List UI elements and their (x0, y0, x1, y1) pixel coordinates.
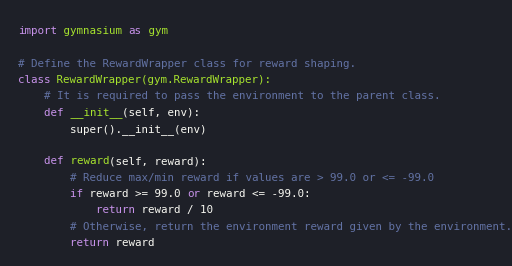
Text: class: class (18, 75, 51, 85)
Text: # Define the RewardWrapper class for reward shaping.: # Define the RewardWrapper class for rew… (18, 59, 356, 69)
Text: return: return (18, 238, 109, 248)
Text: import: import (18, 26, 57, 36)
Text: reward / 10: reward / 10 (135, 205, 213, 215)
Text: # It is required to pass the environment to the parent class.: # It is required to pass the environment… (18, 91, 440, 101)
Text: (self, env):: (self, env): (122, 107, 200, 118)
Text: (self, reward):: (self, reward): (109, 156, 206, 167)
Text: __init__: __init__ (63, 107, 122, 118)
Text: reward >= 99.0: reward >= 99.0 (83, 189, 187, 199)
Text: if: if (18, 189, 83, 199)
Text: gym: gym (141, 26, 167, 36)
Text: RewardWrapper(gym.RewardWrapper):: RewardWrapper(gym.RewardWrapper): (51, 75, 271, 85)
Text: super().__init__(env): super().__init__(env) (18, 124, 206, 135)
Text: gymnasium: gymnasium (57, 26, 129, 36)
Text: # Reduce max/min reward if values are > 99.0 or <= -99.0: # Reduce max/min reward if values are > … (18, 173, 434, 183)
Text: return: return (18, 205, 135, 215)
Text: reward <= -99.0:: reward <= -99.0: (200, 189, 310, 199)
Text: def: def (18, 156, 63, 167)
Text: reward: reward (109, 238, 155, 248)
Text: # Otherwise, return the environment reward given by the environment.: # Otherwise, return the environment rewa… (18, 222, 512, 232)
Text: or: or (187, 189, 200, 199)
Text: def: def (18, 107, 63, 118)
Text: reward: reward (63, 156, 109, 167)
Text: as: as (129, 26, 141, 36)
